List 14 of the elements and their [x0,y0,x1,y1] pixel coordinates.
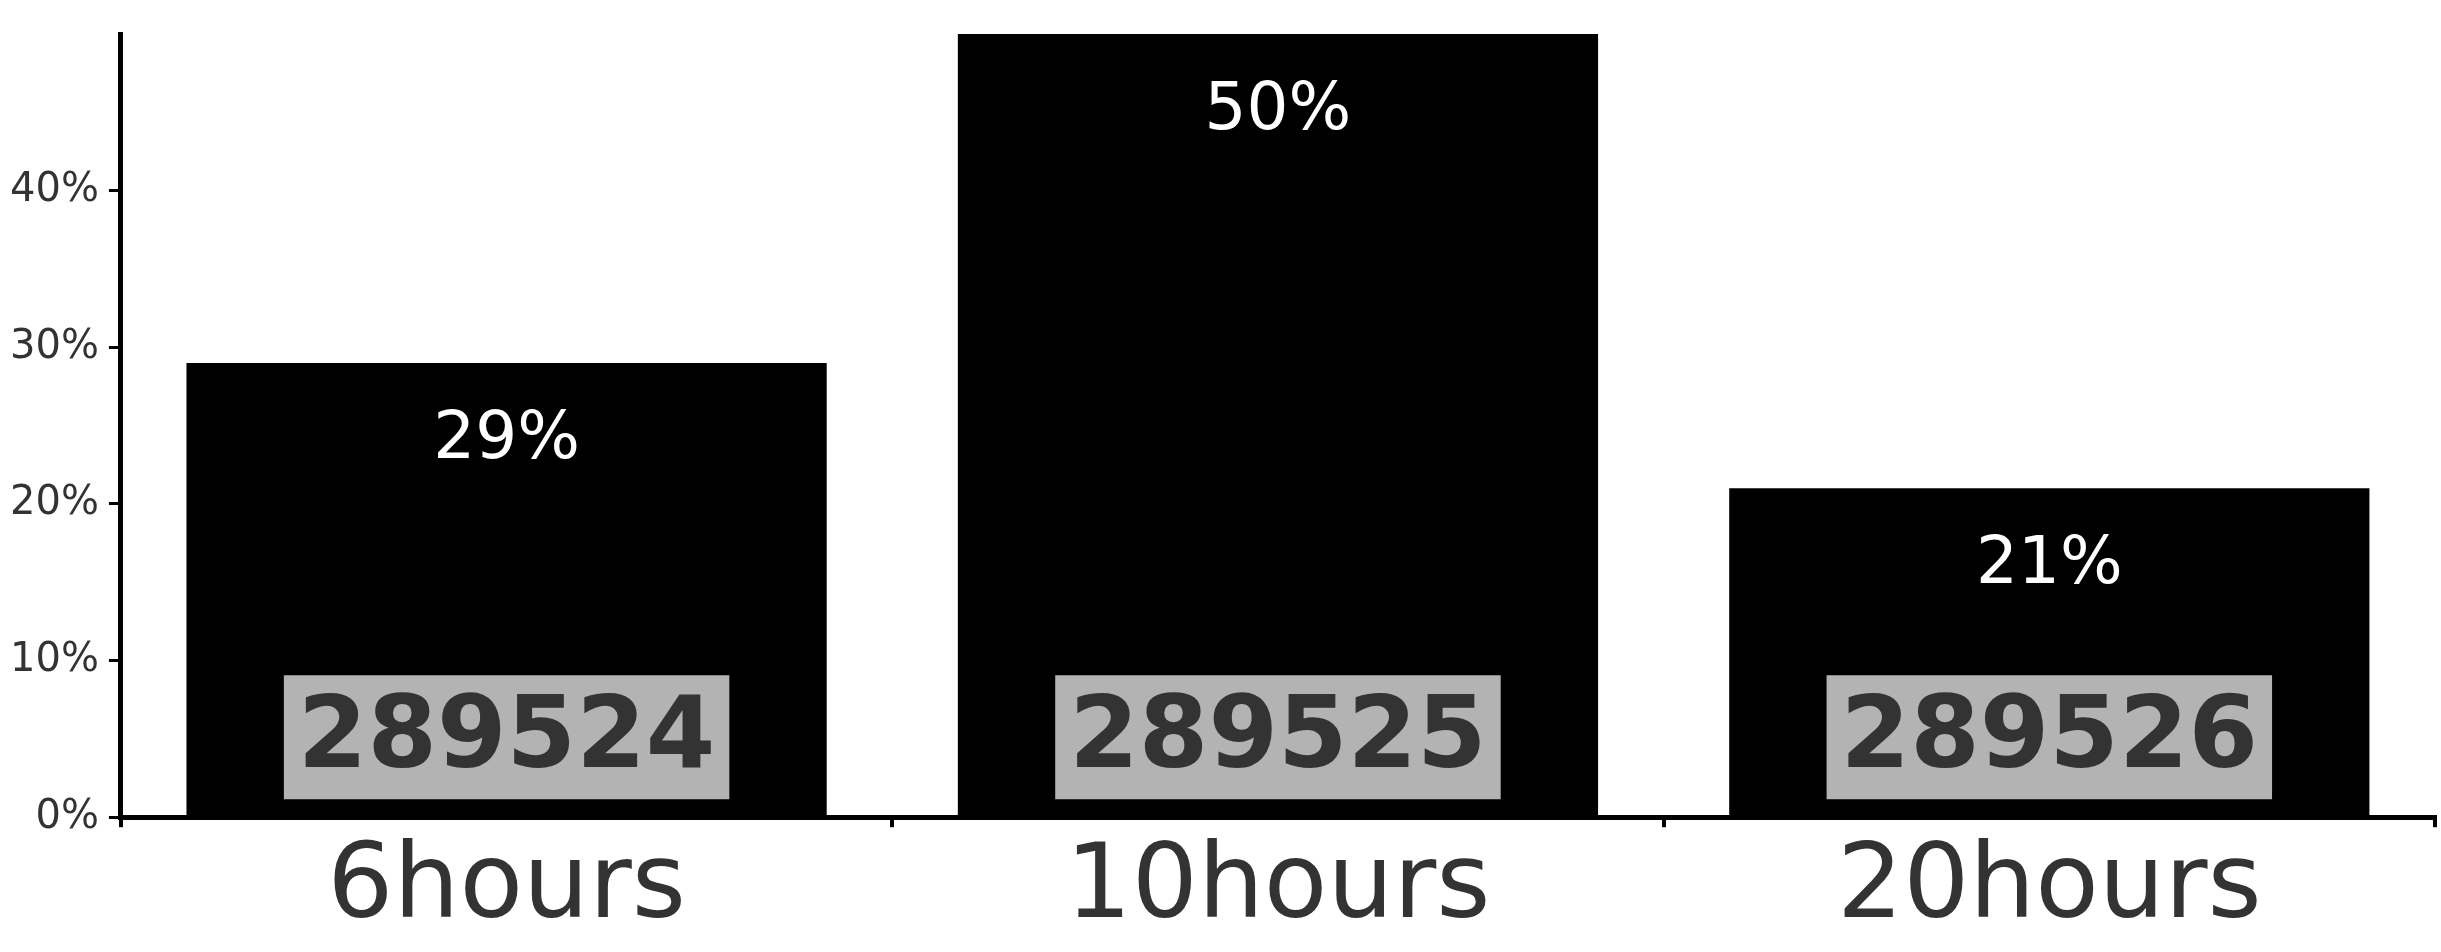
x-tick-label: 6hours [327,819,686,942]
data-label: 29% [433,397,580,475]
y-tick-label: 10% [10,633,99,680]
annotation: 289526 [1840,674,2259,792]
x-tick-label: 20hours [1836,819,2262,942]
data-label: 50% [1204,68,1352,146]
y-tick-label: 40% [10,164,99,211]
y-tick-label: 20% [10,477,99,524]
y-tick-label: 30% [10,320,99,367]
x-tick-label: 10hours [1065,819,1491,942]
data-label: 21% [1975,522,2123,600]
annotation: 289525 [1069,674,1487,792]
annotation: 289524 [297,674,716,792]
y-tick-label: 0% [35,790,99,837]
